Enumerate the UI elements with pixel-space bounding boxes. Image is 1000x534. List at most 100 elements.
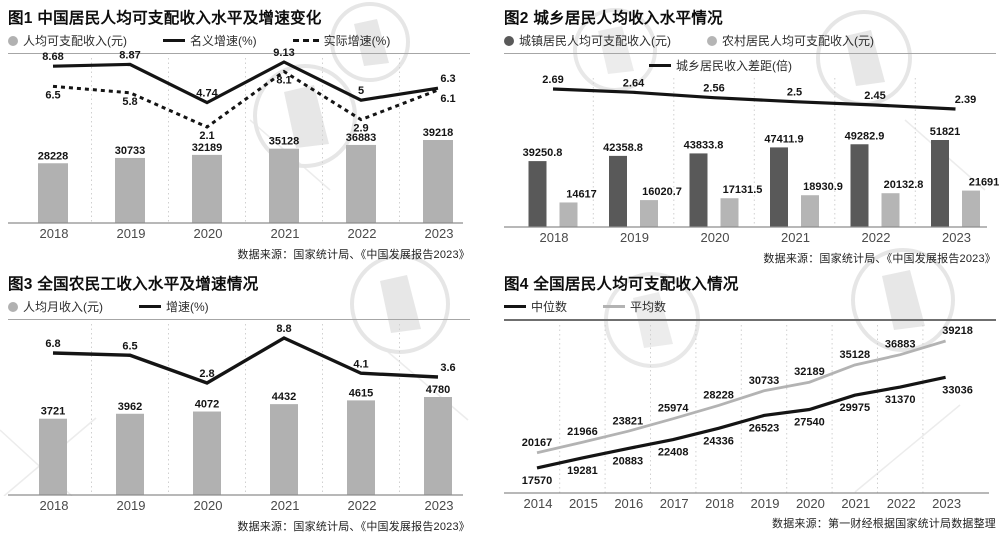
line-swatch-icon bbox=[163, 39, 185, 42]
year-label: 2022 bbox=[348, 498, 377, 513]
legend-label: 城乡居民收入差距(倍) bbox=[676, 59, 792, 73]
bar bbox=[39, 418, 67, 495]
bar bbox=[115, 157, 145, 223]
year-label: 2021 bbox=[271, 498, 300, 513]
chart2-legend: 城镇居民人均可支配收入(元) 农村居民人均可支配收入(元) 城乡居民收入差距(倍) bbox=[504, 32, 996, 74]
point-label: 33036 bbox=[942, 384, 973, 396]
point-label: 2.9 bbox=[353, 123, 368, 135]
point-label: 21966 bbox=[567, 426, 598, 438]
point-label: 9.13 bbox=[273, 47, 294, 59]
bar-label: 43833.8 bbox=[684, 139, 724, 151]
bar bbox=[38, 163, 68, 223]
bar bbox=[881, 193, 900, 227]
bar bbox=[770, 147, 788, 227]
chart1-panel: 图1 中国居民人均可支配收入水平及增速变化 人均可支配收入(元) 名义增速(%) 实… bbox=[8, 4, 470, 266]
point-label: 25974 bbox=[658, 403, 689, 415]
bar-label: 4432 bbox=[272, 391, 296, 403]
legend-item: 城镇居民人均可支配收入(元) bbox=[504, 32, 671, 49]
point-label: 17570 bbox=[522, 475, 553, 487]
bar bbox=[720, 198, 739, 227]
line-swatch-icon bbox=[504, 305, 526, 308]
chart3-title: 图3 全国农民工收入水平及增速情况 bbox=[8, 276, 259, 293]
year-label: 2018 bbox=[705, 496, 734, 511]
bar-label: 17131.5 bbox=[723, 184, 763, 196]
year-label: 2021 bbox=[781, 230, 810, 245]
line-series bbox=[52, 60, 439, 105]
bar-label: 18930.9 bbox=[803, 181, 843, 193]
bar bbox=[931, 140, 949, 227]
dot-swatch-icon bbox=[504, 35, 514, 46]
bar bbox=[347, 400, 375, 495]
legend-item: 人均可支配收入(元) bbox=[8, 32, 127, 49]
year-label: 2019 bbox=[117, 498, 146, 513]
year-label: 2023 bbox=[425, 498, 454, 513]
point-label: 2.5 bbox=[787, 87, 802, 99]
legend-label: 中位数 bbox=[531, 300, 568, 314]
bar-label: 51821 bbox=[930, 126, 961, 138]
bar-label: 47411.9 bbox=[764, 133, 803, 145]
legend-row: 城镇居民人均可支配收入(元) 农村居民人均可支配收入(元) bbox=[504, 32, 996, 54]
point-label: 24336 bbox=[703, 435, 734, 447]
point-label: 27540 bbox=[794, 417, 825, 429]
bar bbox=[423, 140, 453, 223]
chart3-source: 数据来源：国家统计局、《中国发展报告2023》 bbox=[237, 521, 470, 533]
chart3-panel: 图3 全国农民工收入水平及增速情况 人均月收入(元) 增速(%) 3721 3962… bbox=[8, 270, 470, 534]
chart4-plot: 20167 21966 23821 25974 28228 30733 32189 35128… bbox=[504, 325, 989, 511]
year-label: 2019 bbox=[620, 230, 649, 245]
point-label: 23821 bbox=[613, 415, 644, 427]
bar bbox=[346, 144, 376, 223]
point-label: 2.64 bbox=[623, 77, 645, 89]
point-label: 6.5 bbox=[45, 89, 60, 101]
point-label: 20883 bbox=[613, 456, 644, 468]
point-label: 32189 bbox=[794, 366, 825, 378]
year-label: 2018 bbox=[40, 498, 69, 513]
year-label: 2020 bbox=[701, 230, 730, 245]
point-label: 2.45 bbox=[864, 90, 885, 102]
point-label: 2.8 bbox=[199, 368, 214, 380]
point-label: 6.8 bbox=[45, 338, 60, 350]
point-label: 22408 bbox=[658, 447, 689, 459]
legend-label: 人均月收入(元) bbox=[23, 300, 103, 314]
legend-item: 平均数 bbox=[603, 298, 666, 315]
bar-label: 4780 bbox=[426, 384, 450, 396]
point-label: 8.68 bbox=[42, 51, 63, 63]
legend-item: 增速(%) bbox=[139, 298, 209, 315]
line-series bbox=[52, 336, 439, 385]
year-label: 2022 bbox=[887, 496, 916, 511]
point-label: 6.3 bbox=[440, 73, 455, 85]
point-label: 30733 bbox=[749, 375, 780, 387]
bar bbox=[424, 397, 452, 495]
year-label: 2021 bbox=[271, 226, 300, 241]
point-label: 4.74 bbox=[196, 88, 218, 100]
bar-label: 39218 bbox=[423, 127, 454, 139]
chart4-panel: 图4 全国居民人均可支配收入情况 中位数 平均数 20167 21966 23821 2… bbox=[504, 270, 996, 534]
chart2-plot: 39250.8 42358.8 43833.8 47411.9 49282.9 51821… bbox=[504, 74, 999, 245]
legend-label: 实际增速(%) bbox=[323, 34, 391, 48]
chart2-source: 数据来源：国家统计局、《中国发展报告2023》 bbox=[763, 253, 996, 265]
point-label: 3.6 bbox=[440, 362, 455, 374]
line-series bbox=[52, 69, 439, 129]
line-series bbox=[536, 375, 946, 470]
point-label: 8.87 bbox=[119, 49, 140, 61]
bar bbox=[640, 200, 658, 227]
bar bbox=[962, 190, 980, 227]
year-label: 2018 bbox=[40, 226, 69, 241]
point-label: 5 bbox=[358, 85, 364, 97]
legend-label: 人均可支配收入(元) bbox=[23, 34, 127, 48]
year-label: 2019 bbox=[117, 226, 146, 241]
point-label: 4.1 bbox=[353, 358, 368, 370]
legend-row: 中位数 平均数 bbox=[504, 298, 996, 321]
bar-label: 30733 bbox=[115, 145, 146, 157]
point-label: 2.1 bbox=[199, 130, 214, 142]
point-label: 39218 bbox=[942, 325, 973, 337]
line-swatch-icon bbox=[603, 305, 626, 308]
line-swatch-icon bbox=[649, 64, 671, 67]
year-label: 2022 bbox=[348, 226, 377, 241]
point-label: 8.1 bbox=[276, 75, 291, 87]
dashed-swatch-icon bbox=[292, 39, 319, 42]
point-label: 6.1 bbox=[440, 93, 455, 105]
point-label: 35128 bbox=[840, 349, 871, 361]
point-label: 31370 bbox=[885, 394, 916, 406]
